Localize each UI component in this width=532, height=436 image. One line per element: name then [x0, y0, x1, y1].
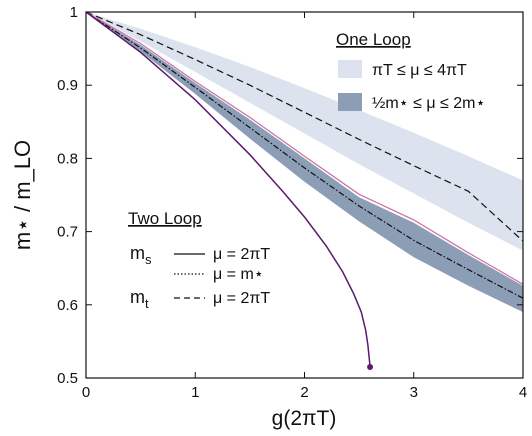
y-tick-label: 0.8 — [57, 150, 78, 167]
bands-layer — [86, 12, 523, 313]
legend-two-loop-title: Two Loop — [128, 209, 202, 228]
x-tick-label: 1 — [191, 384, 199, 401]
legend-mt-sub: t — [145, 296, 149, 311]
legend-one-loop-title: One Loop — [336, 30, 411, 49]
y-tick-label: 0.7 — [57, 224, 78, 241]
legend-band2-label: ½m⋆ ≤ μ ≤ 2m⋆ — [372, 95, 486, 112]
series-line-1 — [85, 11, 524, 242]
x-tick-label: 0 — [82, 384, 90, 401]
x-axis-title: g(2πT) — [272, 407, 337, 430]
legend-ms-line2-label: μ = m⋆ — [213, 266, 264, 283]
band-1 — [86, 12, 523, 251]
y-axis-title: m⋆ / m_LO — [10, 140, 35, 250]
y-tick-label: 0.6 — [57, 297, 78, 314]
series-line-4 — [85, 11, 371, 368]
legend-ms-line1-label: μ = 2πT — [213, 246, 270, 263]
legend-band1-label: πT ≤ μ ≤ 4πT — [372, 62, 467, 79]
x-tick-label: 2 — [300, 384, 308, 401]
lines-layer — [85, 11, 524, 371]
ticks-layer: 0 1 2 3 4 0.5 0.6 0.7 0.8 0.9 1 — [57, 4, 527, 401]
legend-mt-text: m — [130, 287, 145, 307]
legend-mt-line-label: μ = 2πT — [213, 290, 270, 307]
y-tick-label: 0.9 — [57, 77, 78, 94]
y-tick-label: 1 — [70, 4, 78, 21]
series-line-3 — [85, 11, 524, 285]
legend-ms-sub: s — [145, 252, 152, 267]
legend-ms-text: m — [130, 243, 145, 263]
series-endpoint-marker — [367, 364, 374, 371]
series-line-2 — [85, 11, 524, 299]
x-tick-label: 3 — [410, 384, 418, 401]
y-axis-title-group: m⋆ / m_LO — [10, 140, 35, 250]
legend-band1-swatch — [338, 60, 362, 78]
legend-mt-symbol: mt — [130, 287, 149, 311]
x-tick-label: 4 — [519, 384, 527, 401]
band-2 — [86, 12, 523, 313]
y-tick-label: 0.5 — [57, 370, 78, 387]
legend-band2-swatch — [338, 93, 362, 111]
legend-ms-symbol: ms — [130, 243, 152, 267]
